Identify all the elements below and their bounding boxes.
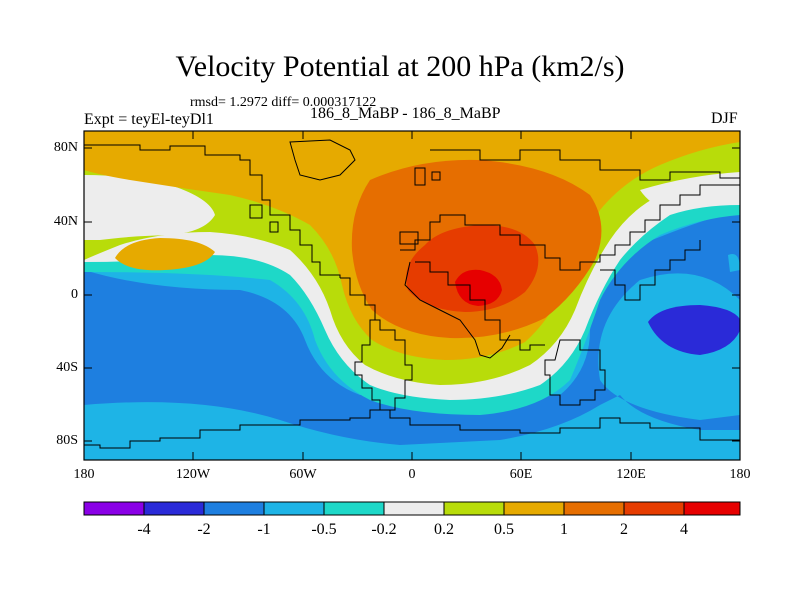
- coast-north-america: [84, 144, 341, 278]
- coast-africa: [415, 261, 545, 351]
- coast-south-america: [340, 277, 413, 411]
- colorbar-swatch-10: [623, 501, 685, 516]
- lat-tick-label: 40S: [56, 360, 78, 375]
- coast-mid-box: [399, 231, 419, 245]
- coast-australia: [544, 339, 606, 406]
- contour-field: [84, 131, 740, 460]
- colorbar-swatch-8: [503, 501, 565, 516]
- colorbar-label: 0.5: [494, 521, 514, 538]
- lon-tick-label: 180: [729, 467, 751, 482]
- coast-islands-left: [249, 204, 279, 233]
- lon-tick-label: 180: [73, 467, 95, 482]
- field-deep-blue: [648, 305, 740, 355]
- field-light-blue-patch: [728, 254, 740, 272]
- colorbar-swatch-11: [683, 501, 741, 516]
- field-red-orange: [406, 224, 539, 312]
- colorbar-label: -0.2: [371, 521, 397, 538]
- lon-tick-label: 120E: [616, 467, 646, 482]
- coast-eurasia: [400, 184, 740, 271]
- coast-arctic: [430, 149, 740, 181]
- season-label: DJF: [711, 110, 738, 127]
- colorbar-label: -0.5: [311, 521, 337, 538]
- field-red: [455, 269, 502, 306]
- colorbar-label: 4: [680, 521, 688, 538]
- lat-tick-label: 80N: [53, 140, 78, 155]
- lon-tick-label: 60W: [289, 467, 317, 482]
- lat-tick-label: 0: [71, 287, 78, 302]
- colorbar: [83, 501, 741, 516]
- field-yellow-blob: [115, 238, 215, 271]
- colorbar-swatch-1: [83, 501, 145, 516]
- colorbar-swatch-7: [443, 501, 505, 516]
- coast-se-asia: [600, 240, 701, 301]
- colorbar-label: -2: [197, 521, 211, 538]
- coastlines: [84, 139, 740, 449]
- colorbar-swatch-3: [203, 501, 265, 516]
- experiment-label: Expt = teyEl-teyDl1: [84, 111, 214, 128]
- lon-tick-label: 120W: [175, 467, 211, 482]
- colorbar-swatch-2: [143, 501, 205, 516]
- coast-small-boxes: [414, 167, 441, 186]
- field-white-patch-right: [640, 172, 740, 212]
- lat-tick-label: 40N: [53, 214, 78, 229]
- colorbar-label: -1: [257, 521, 271, 538]
- colorbar-swatch-4: [263, 501, 325, 516]
- colorbar-label: -4: [137, 521, 151, 538]
- colorbar-swatch-6: [383, 501, 445, 516]
- field-white-patch-left: [84, 175, 215, 240]
- lon-tick-label: 60E: [509, 467, 533, 482]
- stats-line: rmsd= 1.2972 diff= 0.000317122: [190, 95, 377, 110]
- colorbar-label: 1: [560, 521, 568, 538]
- colorbar-swatch-5: [323, 501, 385, 516]
- center-label: 186_8_MaBP - 186_8_MaBP: [310, 105, 501, 122]
- map-title: Velocity Potential at 200 hPa (km2/s): [175, 50, 625, 83]
- lat-tick-label: 80S: [56, 433, 78, 448]
- coast-greenland: [289, 139, 356, 181]
- colorbar-label: 2: [620, 521, 628, 538]
- coast-antarctica: [84, 409, 740, 449]
- lon-tick-label: 0: [408, 467, 416, 482]
- colorbar-label: 0.2: [434, 521, 454, 538]
- coast-africa-south: [404, 261, 511, 359]
- axis-ticks: [84, 131, 740, 460]
- colorbar-swatch-9: [563, 501, 625, 516]
